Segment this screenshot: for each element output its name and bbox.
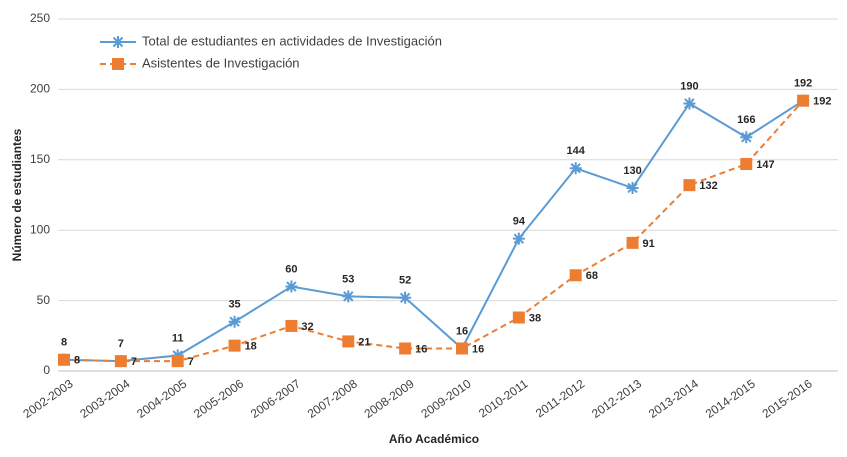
marker [569,269,582,282]
marker [512,232,525,245]
marker [171,355,184,368]
marker [512,311,525,324]
marker [626,236,639,249]
marker [399,342,412,355]
value-label: 8 [61,337,67,349]
value-label: 32 [301,321,313,333]
value-label: 132 [699,180,717,192]
marker [285,280,298,293]
value-label: 60 [285,263,297,275]
value-label: 147 [756,159,774,171]
value-label: 52 [399,275,411,287]
x-tick-label: 2009-2010 [418,376,473,421]
value-label: 91 [643,238,655,250]
marker [626,181,639,194]
legend-label: Total de estudiantes en actividades de I… [142,33,442,48]
y-tick-label: 50 [37,293,51,307]
x-tick-label: 2014-2015 [703,376,758,421]
x-tick-label: 2003-2004 [77,376,132,421]
marker [740,158,753,171]
marker [683,179,696,192]
value-label: 16 [472,343,484,355]
value-label: 16 [415,343,427,355]
value-label: 192 [813,96,831,108]
x-tick-label: 2002-2003 [20,376,75,421]
value-label: 38 [529,312,541,324]
y-tick-label: 0 [43,363,50,377]
y-tick-label: 200 [30,82,50,96]
marker [740,131,753,144]
value-label: 11 [172,332,184,344]
x-tick-label: 2004-2005 [134,376,189,421]
value-label: 18 [245,341,257,353]
series-line [63,99,804,363]
x-tick-label: 2010-2011 [476,376,531,420]
marker [797,94,810,107]
x-tick-label: 2012-2013 [589,376,644,421]
legend-label: Asistentes de Investigación [142,55,300,70]
value-label: 94 [513,216,526,228]
x-tick-label: 2005-2006 [191,376,246,421]
legend-marker [112,58,124,70]
marker [342,335,355,348]
value-label: 35 [228,299,240,311]
marker [228,339,241,352]
value-label: 7 [118,338,124,350]
marker [114,355,127,368]
marker [58,353,70,366]
x-tick-label: 2015-2016 [760,376,815,421]
marker [285,319,298,332]
y-tick-label: 150 [30,152,50,166]
marker [569,162,582,175]
value-label: 16 [456,325,468,337]
marker [683,97,696,110]
value-label: 144 [567,145,586,157]
y-axis-label: Número de estudiantes [10,128,24,261]
marker [228,315,241,328]
x-tick-label: 2011-2012 [533,376,588,420]
y-tick-label: 100 [30,222,50,236]
x-axis-label: Año Académico [389,432,479,446]
y-tick-label: 250 [30,11,50,25]
value-label: 7 [188,356,194,368]
value-label: 130 [623,165,641,177]
value-label: 192 [794,78,812,90]
value-label: 68 [586,270,598,282]
x-tick-label: 2013-2014 [646,376,701,421]
value-label: 53 [342,273,354,285]
value-label: 21 [358,336,370,348]
x-tick-label: 2008-2009 [362,376,417,421]
marker [399,291,412,304]
value-label: 7 [131,356,137,368]
marker [342,290,355,303]
x-tick-label: 2006-2007 [248,376,303,421]
legend-marker [112,36,124,48]
series-line [63,99,804,363]
x-tick-label: 2007-2008 [305,376,360,421]
value-label: 190 [680,80,698,92]
value-label: 166 [737,114,755,126]
value-label: 8 [74,355,80,367]
marker [455,342,468,355]
